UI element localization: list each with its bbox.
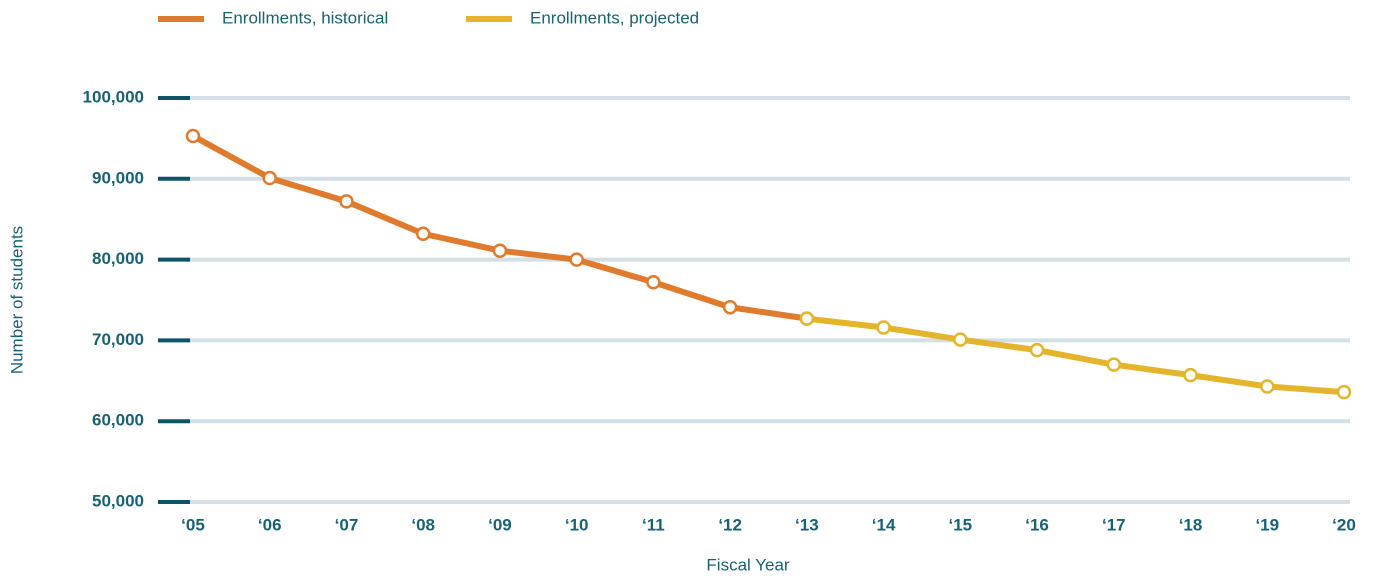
point xyxy=(1029,342,1045,358)
x-tick-label: ‘12 xyxy=(718,515,742,534)
x-tick-label: ‘15 xyxy=(949,515,973,534)
y-tick-label: 80,000 xyxy=(92,249,144,268)
point xyxy=(339,194,354,209)
x-axis-title: Fiscal Year xyxy=(706,555,789,574)
x-tick-label: ‘16 xyxy=(1025,515,1049,534)
x-tick-label: ‘10 xyxy=(565,515,589,534)
point xyxy=(185,128,201,144)
x-tick-label: ‘17 xyxy=(1102,515,1126,534)
x-tick-label: ‘19 xyxy=(1255,515,1279,534)
y-tick-label: 50,000 xyxy=(92,491,144,510)
x-tick-label: ‘11 xyxy=(642,515,665,534)
y-tick-label: 90,000 xyxy=(92,168,144,187)
y-tick-label: 60,000 xyxy=(92,411,144,430)
point xyxy=(799,311,815,326)
x-tick-label: ‘13 xyxy=(795,515,819,534)
x-tick-label: ‘09 xyxy=(488,515,512,534)
x-tick-label: ‘14 xyxy=(872,515,896,534)
line xyxy=(191,133,808,322)
point xyxy=(1260,379,1275,394)
point xyxy=(876,320,891,335)
point xyxy=(722,300,738,315)
point xyxy=(1183,367,1198,383)
line xyxy=(806,315,1345,396)
legend-label: Enrollments, historical xyxy=(222,8,388,27)
point xyxy=(1336,384,1352,400)
x-tick-label: ‘08 xyxy=(411,515,435,534)
point xyxy=(262,170,277,186)
point xyxy=(569,252,584,267)
x-tick-label: ‘05 xyxy=(181,515,205,534)
x-tick-label: ‘20 xyxy=(1332,515,1356,534)
y-axis-title: Number of students xyxy=(7,226,26,374)
point xyxy=(646,274,661,290)
y-tick-label: 100,000 xyxy=(83,87,144,106)
x-tick-label: ‘18 xyxy=(1179,515,1203,534)
legend-label: Enrollments, projected xyxy=(530,8,699,27)
point xyxy=(415,226,431,241)
y-tick-label: 70,000 xyxy=(92,330,144,349)
point xyxy=(492,243,508,258)
x-tick-label: ‘07 xyxy=(335,515,359,534)
point xyxy=(1106,357,1122,372)
x-tick-label: ‘06 xyxy=(258,515,282,534)
point xyxy=(953,332,968,347)
